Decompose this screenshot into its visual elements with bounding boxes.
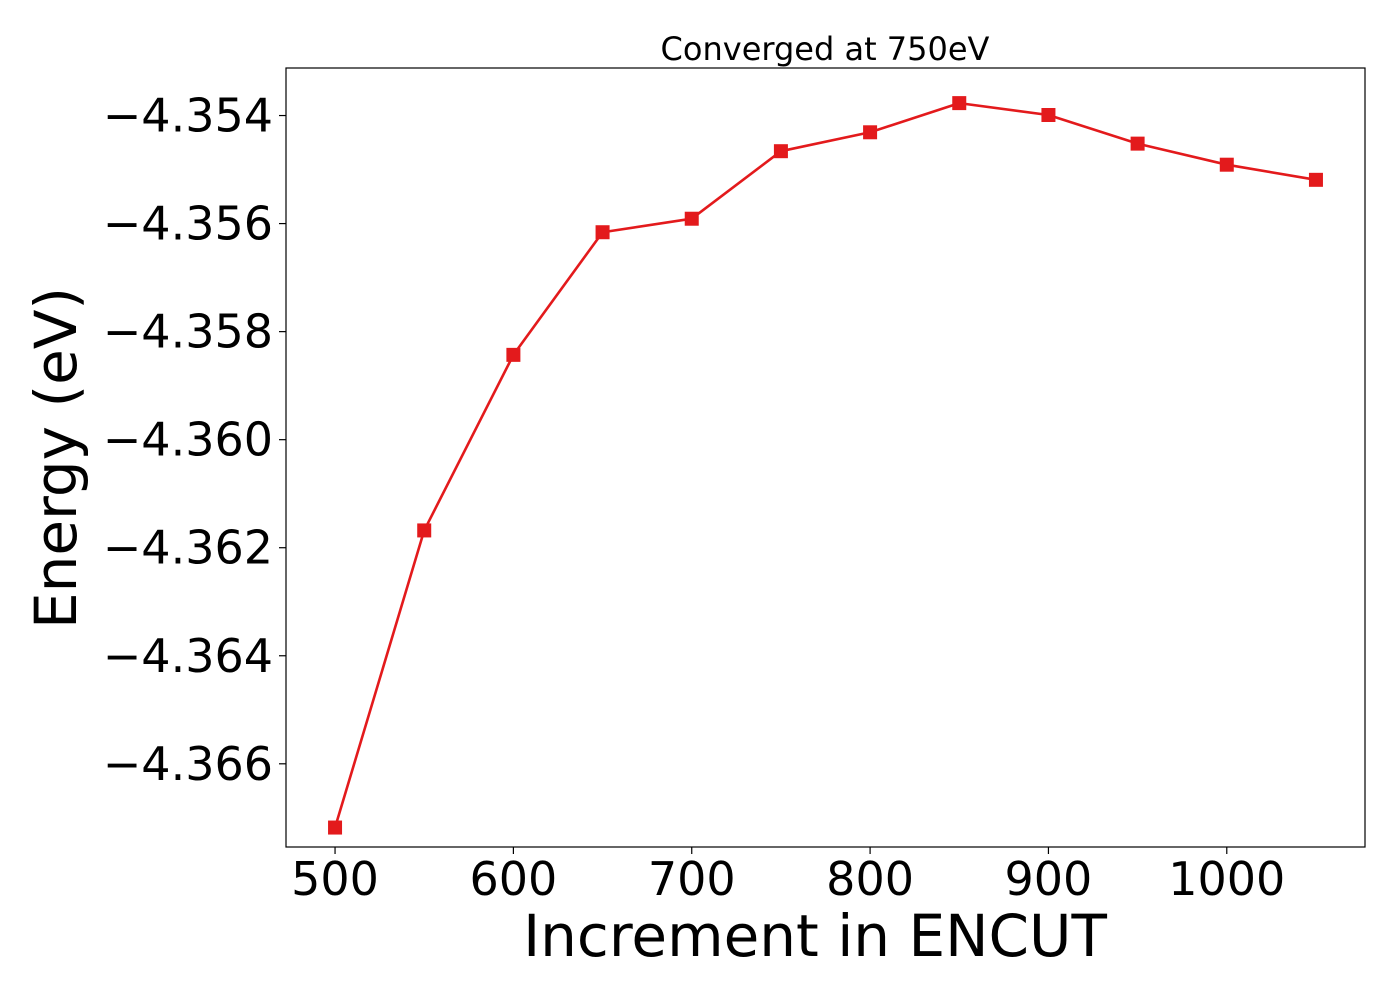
data-point: [863, 125, 878, 140]
x-tick-label: 800: [826, 852, 914, 906]
plot-frame: [285, 67, 1366, 848]
data-point: [506, 347, 521, 362]
x-tick-label: 1000: [1168, 852, 1285, 906]
data-point: [595, 225, 610, 240]
y-tick-label: −4.360: [103, 413, 273, 467]
y-tick-label: −4.356: [103, 197, 273, 251]
x-tick-label: 500: [291, 852, 379, 906]
y-tick-label: −4.364: [103, 629, 273, 683]
data-point: [952, 96, 967, 111]
y-tick-label: −4.358: [103, 305, 273, 359]
y-axis: −4.354 −4.356 −4.358 −4.360 −4.362 −4.364 −4.3…: [103, 89, 286, 791]
chart-title: Converged at 750eV: [661, 30, 990, 68]
data-point: [328, 820, 343, 835]
data-point: [417, 523, 432, 538]
x-tick-label: 600: [469, 852, 557, 906]
plot-area: [328, 96, 1323, 835]
data-point: [684, 211, 699, 226]
series-line: [333, 101, 1317, 828]
data-point: [1308, 172, 1323, 187]
x-tick-label: 700: [648, 852, 736, 906]
data-point: [1041, 107, 1056, 122]
x-tick-label: 900: [1005, 852, 1093, 906]
data-point: [773, 144, 788, 159]
y-tick-label: −4.354: [103, 89, 273, 143]
data-point: [1219, 157, 1234, 172]
x-axis-label: Increment in ENCUT: [523, 902, 1107, 970]
x-axis: 500 600 700 800 900 1000: [291, 847, 1285, 906]
data-point: [1130, 136, 1145, 151]
y-tick-label: −4.362: [103, 521, 273, 575]
y-tick-label: −4.366: [103, 737, 273, 791]
y-axis-label: Energy (eV): [22, 287, 90, 629]
